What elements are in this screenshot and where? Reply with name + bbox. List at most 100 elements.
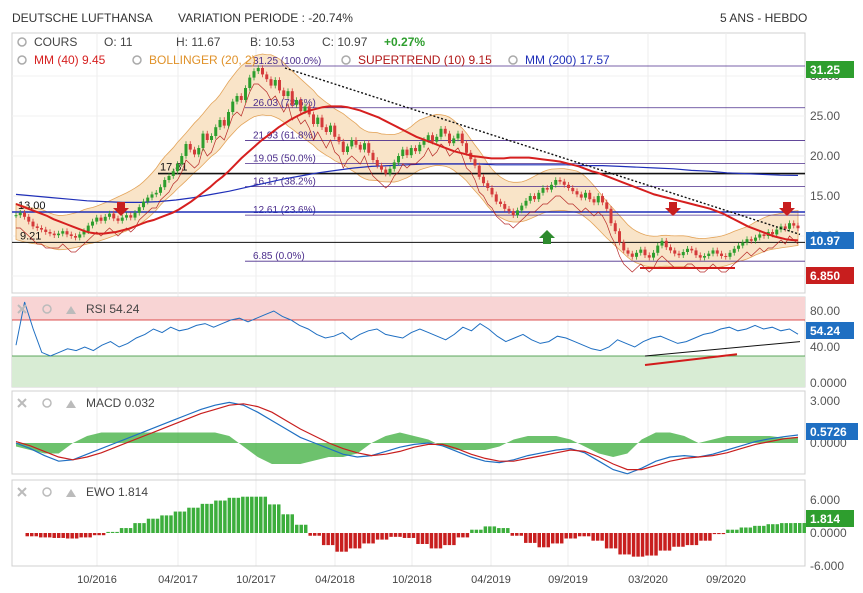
ewo-bar: [622, 533, 627, 555]
ewo-bar: [380, 533, 384, 540]
ewo-bar: [245, 496, 250, 533]
candle-body: [503, 204, 507, 209]
candle-body: [669, 247, 672, 251]
candle-body: [724, 256, 728, 257]
ewo-bar: [506, 528, 510, 533]
arrow-up-icon: [66, 400, 76, 408]
candle-body: [222, 120, 226, 126]
rsi-title: RSI 54.24: [86, 302, 140, 316]
candle-body: [133, 212, 137, 218]
candle-body: [499, 201, 502, 204]
ewo-bar: [559, 533, 564, 544]
candle-body: [159, 187, 162, 193]
ewo-bar: [735, 529, 739, 533]
ewo-bar: [97, 533, 101, 536]
ewo-bar: [757, 525, 762, 533]
ewo-title: EWO 1.814: [86, 485, 148, 499]
candle-body: [618, 231, 621, 243]
ewo-bar: [402, 533, 407, 538]
ewo-bar: [789, 523, 793, 533]
x-tick-label: 10/2018: [392, 574, 432, 586]
candle-body: [456, 133, 460, 139]
ewo-bar: [780, 523, 784, 533]
candle-body: [511, 211, 515, 216]
candle-body: [435, 136, 439, 142]
fib-level-label: 19.05 (50.0%): [253, 154, 316, 165]
candle-body: [635, 252, 638, 257]
candle-body: [239, 96, 243, 100]
candle-body: [384, 169, 388, 174]
candle-body: [180, 156, 184, 164]
candle-body: [647, 255, 651, 258]
ewo-bar: [353, 533, 357, 549]
ewo-bar: [510, 533, 515, 536]
ewo-bar: [524, 533, 528, 543]
ewo-bar: [613, 533, 618, 549]
candle-body: [737, 245, 740, 249]
y-tick-label: 25.00: [810, 109, 840, 123]
macd-panel: [11, 390, 806, 475]
candle-body: [282, 90, 286, 96]
ewo-bar: [263, 496, 268, 533]
candle-body: [698, 255, 702, 258]
candle-body: [163, 180, 167, 188]
ewo-bar: [191, 507, 196, 533]
fib-level-label: 6.85 (0.0%): [253, 251, 305, 262]
ewo-bar: [434, 533, 438, 549]
fib-level-label: 12.61 (23.6%): [253, 205, 316, 216]
candle-body: [350, 140, 354, 147]
candle-body: [346, 146, 349, 152]
gear-icon: [508, 55, 518, 65]
candle-body: [571, 188, 575, 192]
rsi-line: [15, 301, 799, 357]
candle-body: [613, 223, 617, 232]
candle-body: [728, 252, 732, 257]
x-tick-label: 09/2020: [706, 574, 746, 586]
candle-body: [630, 253, 634, 257]
candle-body: [103, 216, 107, 221]
gear-icon: [42, 304, 52, 314]
ewo-bar: [52, 533, 56, 538]
candle-body: [473, 159, 477, 166]
ewo-bar: [110, 531, 115, 533]
candle-body: [460, 133, 464, 144]
rsi-overbought-zone: [12, 297, 805, 320]
candle-body: [167, 176, 171, 180]
legend-mm40: MM (40) 9.45: [34, 53, 106, 67]
ewo-bar: [573, 533, 577, 539]
ewo-bar: [56, 533, 61, 538]
ewo-bar: [155, 518, 160, 533]
candle-body: [14, 215, 18, 217]
candle-body: [414, 148, 417, 152]
candle-body: [125, 215, 128, 218]
candle-body: [61, 231, 65, 234]
candle-body: [567, 184, 570, 188]
ewo-bar: [649, 533, 654, 556]
x-tick-label: 10/2017: [236, 574, 276, 586]
candle-body: [792, 223, 796, 226]
macd-line: [15, 401, 799, 475]
ewo-bar: [218, 500, 223, 533]
ewo-bar: [802, 523, 806, 533]
level-label-1781: 17.81: [160, 162, 188, 174]
candle-body: [418, 144, 422, 152]
ewo-bar: [299, 524, 303, 533]
candle-body: [609, 208, 613, 224]
ewo-bar: [308, 533, 312, 536]
candle-body: [23, 212, 26, 217]
ewo-bar: [766, 524, 771, 533]
candle-body: [303, 106, 307, 112]
arrow-up-icon: [66, 306, 76, 314]
candle-body: [120, 217, 124, 221]
candle-body: [762, 234, 766, 236]
candle-body: [439, 128, 443, 137]
ewo-bar: [546, 533, 550, 548]
candle-body: [248, 77, 252, 88]
ewo-bar: [497, 528, 501, 533]
ewo-bar: [726, 529, 730, 533]
ewo-bar: [676, 533, 681, 547]
candle-body: [341, 141, 345, 152]
ewo-bar: [564, 533, 568, 539]
candle-body: [44, 229, 48, 232]
